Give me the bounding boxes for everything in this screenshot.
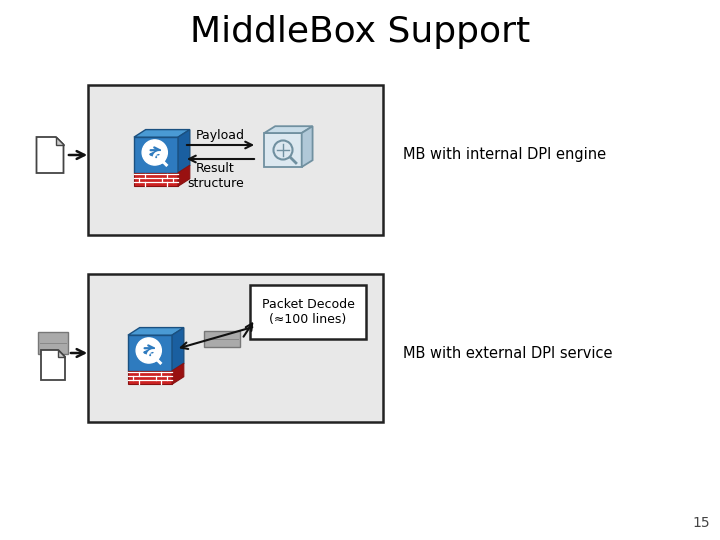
Polygon shape (58, 350, 65, 357)
Circle shape (142, 140, 167, 165)
FancyBboxPatch shape (88, 274, 383, 422)
Polygon shape (128, 335, 172, 371)
Polygon shape (178, 165, 190, 186)
FancyBboxPatch shape (204, 331, 240, 347)
Polygon shape (134, 130, 190, 137)
Polygon shape (302, 126, 312, 167)
Circle shape (136, 338, 161, 363)
Polygon shape (37, 137, 63, 173)
Text: Packet Decode
(≈100 lines): Packet Decode (≈100 lines) (261, 298, 354, 326)
Polygon shape (128, 371, 172, 384)
Polygon shape (172, 328, 184, 371)
Polygon shape (41, 350, 65, 380)
Text: 15: 15 (693, 516, 710, 530)
Text: MiddleBox Support: MiddleBox Support (190, 15, 530, 49)
Polygon shape (128, 328, 184, 335)
Polygon shape (264, 133, 302, 167)
Text: Payload: Payload (196, 129, 245, 142)
Polygon shape (134, 173, 178, 186)
Polygon shape (56, 137, 63, 145)
FancyBboxPatch shape (38, 332, 68, 354)
Text: MB with external DPI service: MB with external DPI service (403, 346, 613, 361)
FancyBboxPatch shape (88, 85, 383, 235)
Polygon shape (264, 126, 312, 133)
Polygon shape (172, 363, 184, 384)
Text: MB with internal DPI engine: MB with internal DPI engine (403, 147, 606, 163)
Polygon shape (134, 137, 178, 173)
Polygon shape (178, 130, 190, 173)
FancyBboxPatch shape (250, 285, 366, 339)
Text: Result
structure: Result structure (187, 162, 244, 190)
